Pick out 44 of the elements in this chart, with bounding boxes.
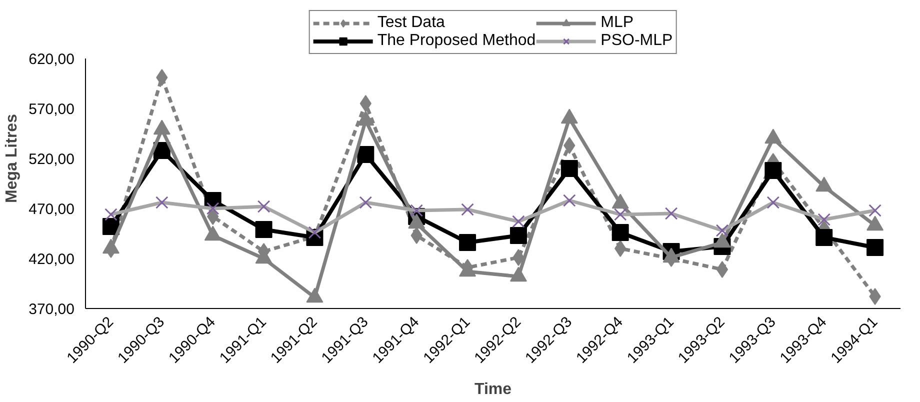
legend-label: PSO-MLP [600,32,673,50]
point [206,202,220,215]
point [866,239,884,256]
legend-label: Test Data [377,14,445,32]
point [564,137,576,154]
point [869,288,881,305]
point [359,196,372,209]
y-tick-label: 520,00 [28,151,75,168]
point [512,215,525,228]
point [612,224,629,241]
y-tick-label: 470,00 [28,201,75,218]
y-tick-label: 420,00 [28,251,75,268]
point [156,69,168,86]
point [764,162,782,179]
point [459,234,476,251]
point [614,240,626,257]
point [560,160,578,177]
point [360,95,372,112]
y-tick-label: 370,00 [28,301,75,318]
point [716,224,729,237]
point [868,204,882,217]
point [614,208,627,221]
point [510,227,527,244]
point [563,194,576,207]
point [816,229,833,246]
x-axis-title: Time [474,380,512,398]
legend-label: MLP [600,14,634,32]
point [766,196,780,209]
point [410,227,422,244]
point [461,203,474,216]
point [512,249,524,266]
point [156,196,168,209]
point [716,261,728,278]
y-tick-label: 620,00 [28,51,75,68]
legend-label: The Proposed Method [377,32,536,50]
point [818,213,830,226]
point [104,208,118,221]
y-tick-label: 570,00 [28,101,75,118]
point [207,208,219,225]
y-axis-title: Mega Litres [4,114,21,203]
point [255,221,272,238]
point [257,200,270,213]
point [357,146,374,163]
point [664,207,678,220]
